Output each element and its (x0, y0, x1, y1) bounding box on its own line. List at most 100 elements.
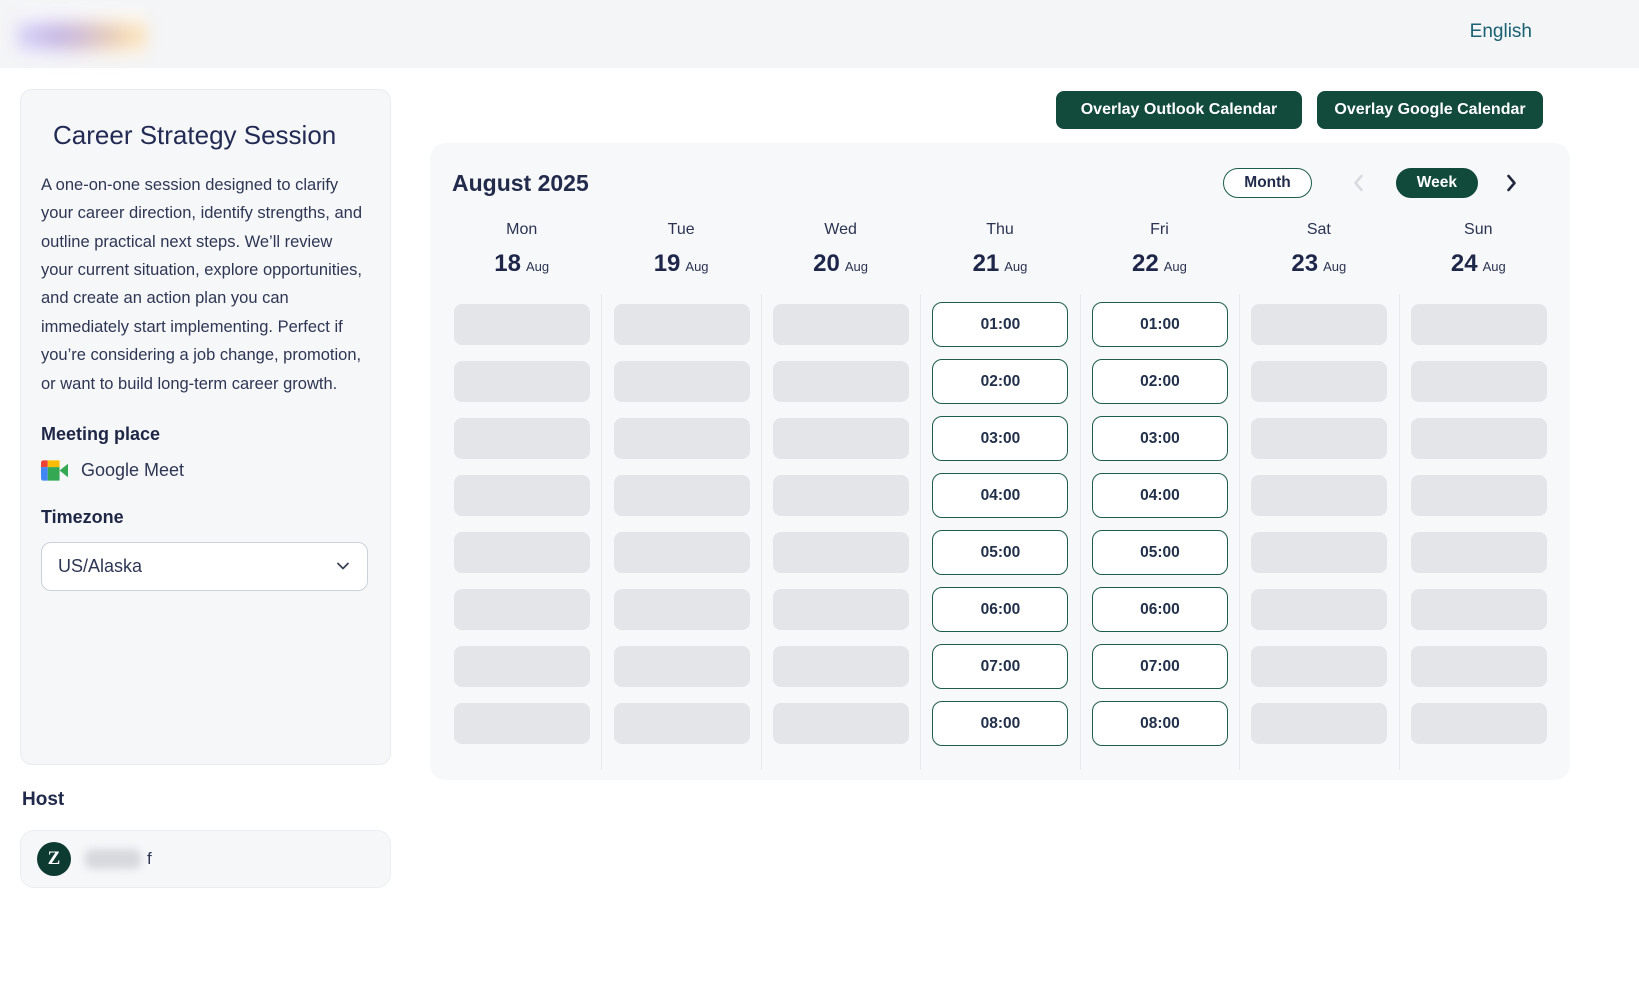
timezone-select[interactable]: US/Alaska (41, 541, 368, 591)
day-header-thu: Thu 21 Aug (920, 213, 1079, 294)
unavailable-slot (773, 532, 910, 573)
day-number: 21 (972, 250, 1000, 277)
calendar-month-title: August 2025 (452, 169, 589, 196)
day-month: Aug (1323, 259, 1347, 274)
host-card: Z f (20, 830, 391, 888)
time-slot-fri-01:00[interactable]: 01:00 (1091, 302, 1228, 347)
unavailable-slot (1410, 589, 1547, 630)
time-slot-thu-02:00[interactable]: 02:00 (932, 359, 1069, 404)
day-column-sat (1239, 294, 1398, 770)
day-header-wed: Wed 20 Aug (761, 213, 920, 294)
day-name: Sat (1306, 221, 1331, 238)
host-section-label: Host (22, 789, 65, 810)
unavailable-slot (1251, 361, 1388, 402)
previous-week-icon (1353, 174, 1363, 192)
time-slot-thu-05:00[interactable]: 05:00 (932, 530, 1069, 575)
event-description: A one-on-one session designed to clarify… (41, 175, 363, 393)
day-number: 18 (494, 250, 521, 277)
day-name: Mon (506, 221, 538, 238)
overlay-outlook-calendar-button[interactable]: Overlay Outlook Calendar (1056, 91, 1302, 129)
unavailable-slot (453, 361, 590, 402)
app-logo-blurred (16, 8, 148, 59)
unavailable-slot (453, 646, 590, 687)
day-column-fri: 01:00 02:00 03:00 04:00 05:00 06:00 07:00 08:00 (1079, 294, 1239, 770)
unavailable-slot (1251, 646, 1388, 687)
day-name: Sun (1464, 221, 1493, 238)
time-slot-thu-08:00[interactable]: 08:00 (932, 701, 1069, 746)
day-month: Aug (685, 259, 709, 274)
unavailable-slot (613, 361, 750, 402)
host-name-blurred (85, 849, 141, 869)
time-slot-thu-04:00[interactable]: 04:00 (932, 473, 1069, 518)
unavailable-slot (1251, 304, 1388, 345)
time-slot-fri-04:00[interactable]: 04:00 (1091, 473, 1228, 518)
unavailable-slot (613, 418, 750, 459)
day-column-mon (442, 294, 601, 770)
unavailable-slot (453, 532, 590, 573)
unavailable-slot (1251, 475, 1388, 516)
time-slot-fri-03:00[interactable]: 03:00 (1091, 416, 1228, 461)
unavailable-slot (773, 475, 910, 516)
calendar-panel: August 2025 Month Week Mon 18 Aug Tue 19 Aug W… (430, 143, 1570, 780)
overlay-google-calendar-button[interactable]: Overlay Google Calendar (1317, 91, 1543, 129)
unavailable-slot (773, 304, 910, 345)
unavailable-slot (613, 475, 750, 516)
unavailable-slot (613, 304, 750, 345)
unavailable-slot (1410, 703, 1547, 744)
day-month: Aug (844, 259, 868, 274)
day-month: Aug (525, 259, 550, 274)
day-column-tue (601, 294, 760, 770)
day-name: Thu (986, 221, 1014, 238)
time-slot-thu-06:00[interactable]: 06:00 (932, 587, 1069, 632)
unavailable-slot (1410, 418, 1547, 459)
day-header-fri: Fri 22 Aug (1080, 213, 1239, 294)
time-slot-thu-03:00[interactable]: 03:00 (932, 416, 1069, 461)
meeting-place-label: Meeting place (41, 423, 161, 444)
day-number: 22 (1132, 250, 1159, 277)
day-name: Wed (824, 221, 857, 238)
unavailable-slot (1251, 532, 1388, 573)
week-view-button[interactable]: Week (1395, 168, 1478, 198)
unavailable-slot (613, 532, 750, 573)
month-view-button[interactable]: Month (1223, 168, 1312, 198)
slots-grid: 01:00 02:00 03:00 04:00 05:00 06:00 07:00 08:00… (442, 294, 1558, 770)
host-name-visible: f (147, 849, 152, 868)
time-slot-fri-08:00[interactable]: 08:00 (1091, 701, 1228, 746)
day-name: Fri (1150, 221, 1169, 238)
day-number: 19 (653, 250, 681, 277)
day-column-sun (1398, 294, 1558, 770)
day-column-wed (760, 294, 920, 770)
time-slot-fri-02:00[interactable]: 02:00 (1091, 359, 1228, 404)
day-number: 23 (1291, 250, 1319, 277)
unavailable-slot (453, 589, 590, 630)
day-header-tue: Tue 19 Aug (601, 213, 760, 294)
event-title: Career Strategy Session (53, 120, 337, 150)
time-slot-thu-01:00[interactable]: 01:00 (932, 302, 1069, 347)
day-month: Aug (1482, 259, 1506, 274)
timezone-label: Timezone (41, 506, 124, 527)
time-slot-fri-07:00[interactable]: 07:00 (1091, 644, 1228, 689)
unavailable-slot (453, 304, 590, 345)
unavailable-slot (1251, 589, 1388, 630)
unavailable-slot (453, 475, 590, 516)
unavailable-slot (1410, 532, 1547, 573)
unavailable-slot (613, 703, 750, 744)
day-number: 24 (1450, 250, 1478, 277)
unavailable-slot (773, 589, 910, 630)
event-info-card: Career Strategy Session A one-on-one ses… (20, 89, 391, 765)
day-column-thu: 01:00 02:00 03:00 04:00 05:00 06:00 07:00 08:00 (920, 294, 1079, 770)
language-selector[interactable]: English (1469, 21, 1532, 42)
time-slot-thu-07:00[interactable]: 07:00 (932, 644, 1069, 689)
time-slot-fri-06:00[interactable]: 06:00 (1091, 587, 1228, 632)
unavailable-slot (773, 646, 910, 687)
day-header-sat: Sat 23 Aug (1239, 213, 1398, 294)
next-week-icon[interactable] (1500, 172, 1522, 194)
google-meet-icon (41, 460, 68, 481)
unavailable-slot (773, 361, 910, 402)
top-bar: English (0, 0, 1639, 68)
unavailable-slot (613, 646, 750, 687)
unavailable-slot (1251, 703, 1388, 744)
timezone-value: US/Alaska (58, 555, 143, 576)
host-avatar: Z (37, 842, 71, 876)
time-slot-fri-05:00[interactable]: 05:00 (1091, 530, 1228, 575)
